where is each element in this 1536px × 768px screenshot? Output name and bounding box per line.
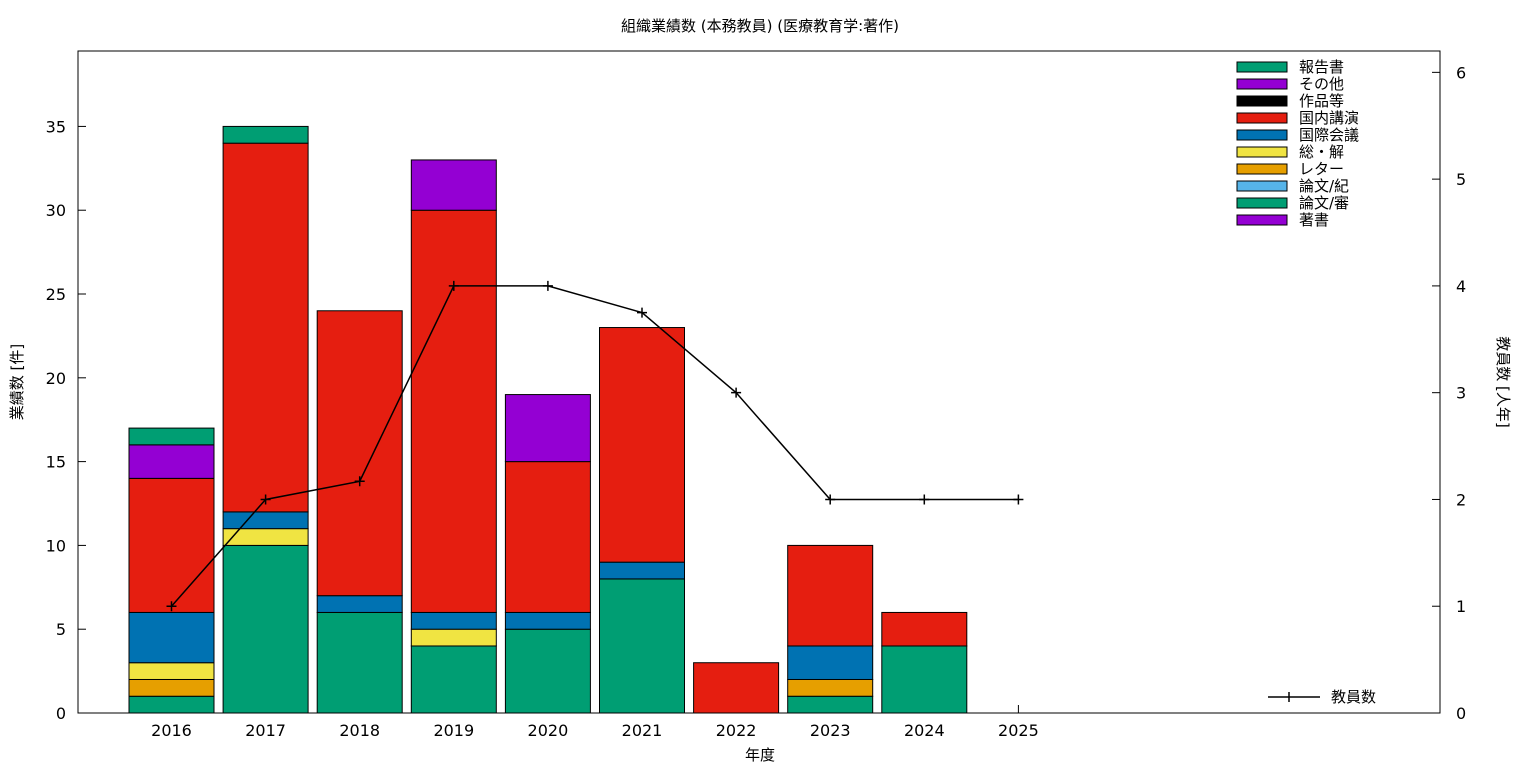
legend-swatch	[1236, 163, 1288, 175]
x-tick-label: 2016	[151, 721, 192, 740]
y-tick-label: 20	[46, 369, 66, 388]
y2-tick-label: 2	[1456, 490, 1466, 509]
bar-segment	[787, 695, 874, 714]
legend-swatch	[1236, 61, 1288, 73]
line-point	[825, 494, 836, 505]
legend-line-label: 教員数	[1331, 688, 1376, 706]
legend-label: 論文/紀	[1299, 177, 1349, 195]
line-point	[1013, 494, 1024, 505]
bar-segment	[128, 611, 215, 664]
bar-segment	[222, 125, 309, 144]
x-tick-label: 2021	[622, 721, 663, 740]
legend-swatch	[1236, 129, 1288, 141]
line-point	[166, 601, 177, 612]
y-tick-label: 35	[46, 117, 66, 136]
legend-label: 総・解	[1299, 143, 1344, 161]
bar-segment	[316, 595, 403, 613]
line-point	[542, 280, 553, 291]
bar-segment	[410, 209, 497, 613]
bar-segment	[504, 611, 591, 630]
legend-swatch	[1236, 112, 1288, 124]
y2-tick-label: 0	[1456, 704, 1466, 723]
bar-segment	[410, 645, 497, 714]
line-point	[731, 387, 742, 398]
line-point	[919, 494, 930, 505]
bar-segment	[504, 461, 591, 613]
bar-segment	[787, 645, 874, 680]
bar-segment	[128, 427, 215, 446]
bar-segment	[599, 561, 685, 580]
y-tick-label: 0	[56, 704, 66, 723]
legend-label: 論文/審	[1299, 194, 1349, 212]
legend-label: その他	[1299, 75, 1344, 93]
line-point	[448, 280, 459, 291]
bar-segment	[787, 678, 874, 697]
chart-title: 組織業績数 (本務教員) (医療教育学:著作)	[621, 17, 899, 35]
y2-tick-label: 6	[1456, 63, 1466, 82]
bar-segment	[128, 678, 215, 697]
bar-segment	[128, 695, 215, 714]
legend-swatch	[1236, 78, 1288, 90]
y2-tick-label: 3	[1456, 384, 1466, 403]
bar-segment	[128, 444, 215, 479]
x-tick-label: 2019	[433, 721, 474, 740]
line-point	[260, 494, 271, 505]
x-tick-label: 2024	[904, 721, 945, 740]
bar-segment	[410, 628, 497, 647]
legend-label: 作品等	[1299, 92, 1344, 110]
line-series	[170, 285, 1019, 607]
bar-segment	[504, 394, 591, 463]
x-axis-title: 年度	[745, 746, 775, 764]
x-tick-label: 2018	[339, 721, 380, 740]
y2-tick-label: 1	[1456, 597, 1466, 616]
legend-label: 報告書	[1299, 58, 1344, 76]
y-axis-title: 業績数 [件]	[8, 344, 26, 420]
bar-segment	[316, 310, 403, 597]
legend-label: 著書	[1299, 211, 1329, 229]
y2-axis-title: 教員数 [人年]	[1494, 336, 1512, 427]
legend-label: レター	[1299, 160, 1344, 178]
y2-tick-label: 5	[1456, 170, 1466, 189]
legend-swatch	[1236, 214, 1288, 226]
legend-swatch	[1236, 197, 1288, 209]
legend-swatch	[1236, 146, 1288, 158]
legend-swatch	[1236, 180, 1288, 192]
x-tick-label: 2020	[528, 721, 569, 740]
legend-label: 国内講演	[1299, 109, 1359, 127]
y-tick-label: 25	[46, 285, 66, 304]
bar-segment	[410, 159, 497, 211]
bar-segment	[222, 544, 309, 714]
bar-segment	[222, 142, 309, 513]
y-tick-label: 15	[46, 453, 66, 472]
y-tick-label: 5	[56, 620, 66, 639]
x-tick-label: 2023	[810, 721, 851, 740]
line-point	[637, 307, 647, 318]
y-tick-label: 10	[46, 536, 66, 555]
bar-segment	[316, 611, 403, 714]
bar-segment	[881, 611, 968, 647]
bar-segment	[128, 477, 215, 613]
y-tick-label: 30	[46, 201, 66, 220]
bar-segment	[410, 611, 497, 630]
bar-segment	[787, 544, 874, 647]
bar-segment	[222, 511, 309, 530]
legend-swatch	[1236, 95, 1288, 107]
legend-label: 国際会議	[1299, 126, 1359, 144]
x-tick-label: 2022	[716, 721, 757, 740]
bar-segment	[128, 662, 215, 680]
x-tick-label: 2017	[245, 721, 286, 740]
x-tick-label: 2025	[998, 721, 1039, 740]
bar-segment	[693, 662, 780, 714]
bar-segment	[599, 327, 685, 563]
bar-segment	[222, 528, 309, 546]
y2-tick-label: 4	[1456, 277, 1466, 296]
line-point	[354, 476, 365, 487]
bar-segment	[881, 645, 968, 714]
bar-segment	[504, 628, 591, 714]
bar-segment	[599, 578, 685, 714]
